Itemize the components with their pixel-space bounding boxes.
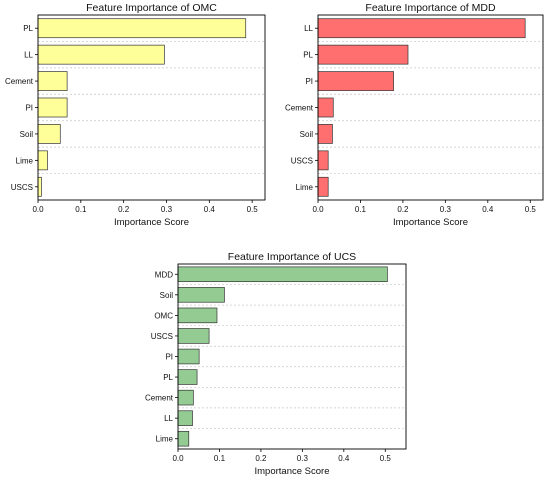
- chart-mdd: Feature Importance of MDD LL PL PI Cement Soi…: [285, 2, 544, 228]
- x-tick-label: 0.4: [482, 205, 494, 214]
- category-label: USCS: [151, 332, 173, 341]
- bar: [317, 124, 333, 144]
- category-label: Soil: [300, 130, 314, 139]
- chart-title: Feature Importance of UCS: [228, 251, 356, 263]
- bar: [177, 369, 198, 385]
- bar: [37, 97, 68, 118]
- x-tick-label: 0.0: [32, 205, 44, 214]
- x-tick-label: 0.2: [255, 454, 267, 463]
- category-label: PL: [303, 51, 313, 60]
- category-label: LL: [24, 51, 33, 60]
- bar: [177, 287, 225, 303]
- bar: [317, 71, 394, 91]
- x-axis-label: Importance Score: [393, 217, 468, 228]
- bar: [317, 97, 334, 118]
- category-label: OMC: [154, 311, 173, 320]
- bar: [177, 307, 218, 324]
- category-label: USCS: [291, 156, 313, 165]
- bar: [177, 389, 194, 406]
- x-tick-label: 0.1: [75, 205, 87, 214]
- category-label: Cement: [145, 394, 174, 403]
- bar: [317, 150, 329, 171]
- bar: [177, 430, 190, 447]
- bar: [37, 71, 68, 91]
- category-label: MDD: [155, 270, 173, 279]
- chart-title: Feature Importance of MDD: [365, 2, 496, 14]
- x-tick-label: 0.4: [204, 205, 216, 214]
- bar: [37, 18, 247, 39]
- bar: [37, 124, 61, 144]
- bar: [37, 150, 48, 171]
- category-label: Cement: [285, 104, 314, 113]
- x-tick-label: 0.0: [312, 205, 324, 214]
- bar: [177, 348, 200, 365]
- category-label: Cement: [5, 77, 34, 86]
- x-tick-label: 0.3: [161, 205, 173, 214]
- category-label: PL: [23, 24, 33, 33]
- category-label: PI: [25, 104, 33, 113]
- bar: [317, 18, 526, 39]
- category-label: PI: [305, 77, 313, 86]
- category-label: PI: [165, 353, 173, 362]
- chart-omc: Feature Importance of OMC PL LL Cement PI Soi…: [5, 2, 266, 228]
- x-tick-label: 0.1: [214, 454, 226, 463]
- x-tick-label: 0.3: [440, 205, 452, 214]
- x-tick-label: 0.2: [118, 205, 130, 214]
- plot-frame: [317, 14, 544, 201]
- category-label: PL: [163, 373, 173, 382]
- bar: [37, 176, 42, 197]
- x-tick-label: 0.3: [297, 454, 309, 463]
- plot-frame: [37, 14, 266, 201]
- category-label: Lime: [156, 435, 174, 444]
- bar: [37, 44, 165, 65]
- category-label: USCS: [11, 183, 33, 192]
- bar: [177, 266, 388, 283]
- x-tick-label: 0.1: [355, 205, 367, 214]
- chart-ucs: Feature Importance of UCS MDD Soil OMC USCS P…: [145, 251, 407, 477]
- chart-title: Feature Importance of OMC: [86, 2, 217, 14]
- x-axis-label: Importance Score: [114, 217, 189, 228]
- x-tick-label: 0.2: [397, 205, 409, 214]
- x-tick-label: 0.5: [380, 454, 392, 463]
- category-label: LL: [164, 414, 173, 423]
- plot-frame: [177, 263, 407, 450]
- x-tick-label: 0.5: [247, 205, 259, 214]
- chart-ucs-panel: Feature Importance of UCS MDD Soil OMC USCS P…: [130, 248, 420, 482]
- bar: [317, 176, 329, 197]
- category-label: Lime: [16, 156, 34, 165]
- category-label: Lime: [296, 183, 314, 192]
- bar: [177, 328, 210, 344]
- bar: [317, 44, 409, 65]
- x-tick-label: 0.4: [338, 454, 350, 463]
- x-axis-label: Importance Score: [255, 466, 330, 477]
- category-label: Soil: [20, 130, 34, 139]
- chart-omc-panel: Feature Importance of OMC PL LL Cement PI Soi…: [0, 0, 275, 235]
- category-label: Soil: [160, 291, 174, 300]
- bar: [177, 410, 193, 426]
- chart-mdd-panel: Feature Importance of MDD LL PL PI Cement Soi…: [275, 0, 550, 235]
- category-label: LL: [304, 24, 313, 33]
- x-tick-label: 0.5: [525, 205, 537, 214]
- x-tick-label: 0.0: [172, 454, 184, 463]
